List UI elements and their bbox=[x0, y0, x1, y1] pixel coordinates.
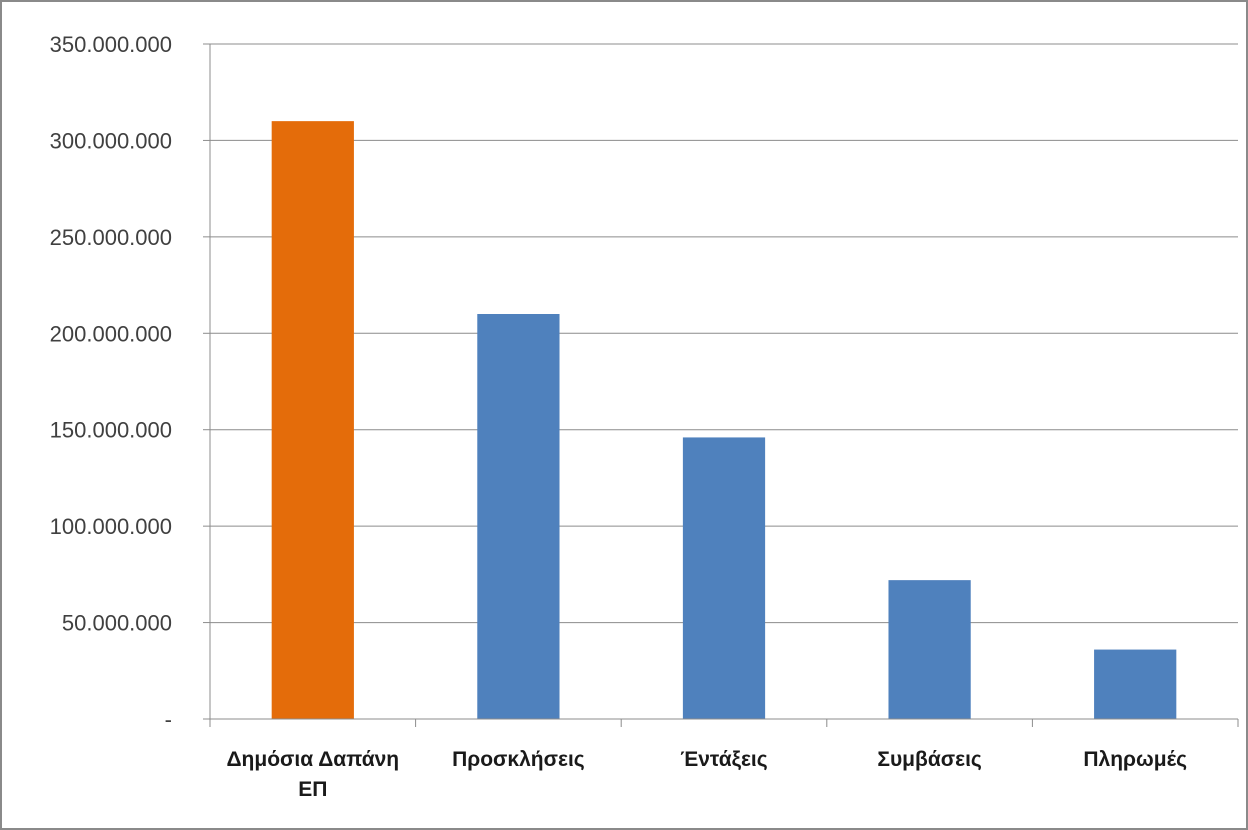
x-category-label: Δημόσια Δαπάνη ΕΠ bbox=[226, 748, 399, 801]
y-tick-label: 100.000.000 bbox=[50, 514, 172, 539]
y-tick-label: 150.000.000 bbox=[50, 418, 172, 443]
y-tick-label: 300.000.000 bbox=[50, 128, 172, 153]
x-category-label-line: Έντάξεις bbox=[680, 748, 767, 771]
x-category-label: Έντάξεις bbox=[680, 748, 767, 771]
y-tick-label: 350.000.000 bbox=[50, 32, 172, 57]
x-category-label-line: Προσκλήσεις bbox=[452, 748, 585, 771]
bar bbox=[477, 314, 560, 719]
bar bbox=[271, 121, 354, 719]
bar bbox=[1094, 649, 1177, 719]
x-category-label: Πληρωμές bbox=[1083, 748, 1187, 771]
x-category-label-line: ΕΠ bbox=[298, 778, 327, 801]
category-labels: Δημόσια Δαπάνη ΕΠ Προσκλήσεις Έντάξεις Συμβά… bbox=[226, 748, 1187, 801]
y-tick-label: 50.000.000 bbox=[62, 611, 172, 636]
gridlines bbox=[210, 43, 1238, 624]
bars bbox=[271, 121, 1177, 719]
bar bbox=[888, 580, 971, 719]
y-tick-label: - bbox=[165, 707, 172, 732]
x-category-label-line: Δημόσια Δαπάνη bbox=[226, 748, 399, 771]
x-category-label: Προσκλήσεις bbox=[452, 748, 585, 771]
y-tick-label: 200.000.000 bbox=[50, 321, 172, 346]
y-tick-labels: - 50.000.000 100.000.000 150.000.000 200.000… bbox=[50, 32, 172, 732]
axes bbox=[203, 43, 1239, 727]
x-category-label: Συμβάσεις bbox=[877, 748, 982, 771]
bar bbox=[682, 437, 766, 719]
y-tick-label: 250.000.000 bbox=[50, 225, 172, 250]
x-category-label-line: Συμβάσεις bbox=[877, 748, 982, 771]
x-category-label-line: Πληρωμές bbox=[1083, 748, 1187, 771]
